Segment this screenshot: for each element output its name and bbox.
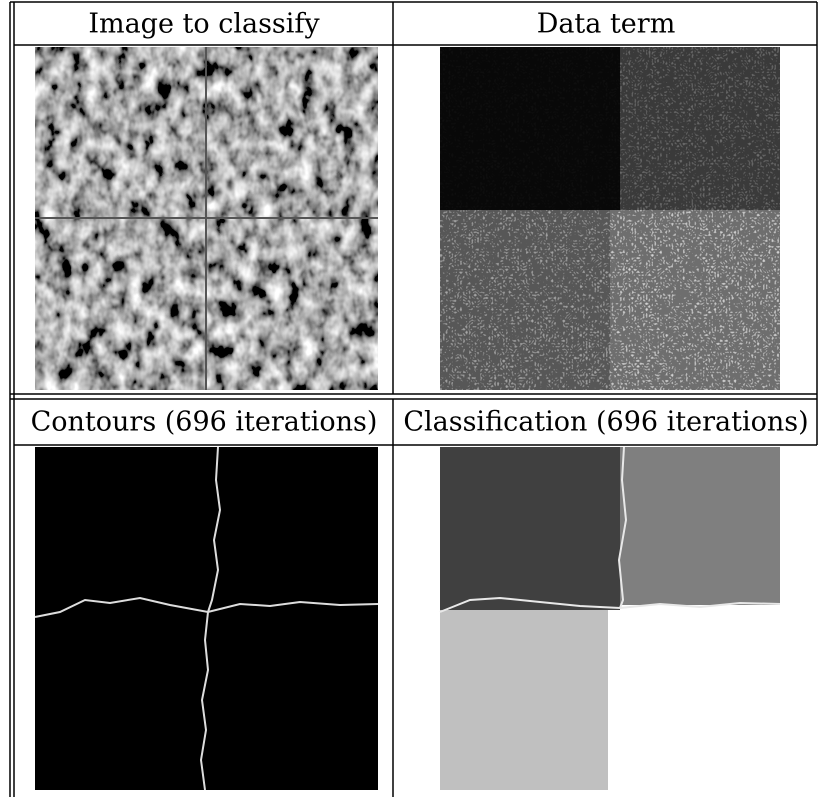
contour — [34, 596, 379, 618]
class-region — [620, 447, 780, 605]
class-region — [440, 610, 608, 790]
contour — [439, 596, 781, 613]
class-region — [440, 447, 620, 610]
noise — [440, 47, 780, 390]
caption: Classification (696 iterations) — [403, 407, 808, 438]
caption: Data term — [537, 9, 676, 40]
caption: Contours (696 iterations) — [31, 407, 378, 438]
data-term-image — [440, 47, 780, 390]
contour — [617, 446, 628, 609]
caption: Image to classify — [88, 9, 320, 40]
